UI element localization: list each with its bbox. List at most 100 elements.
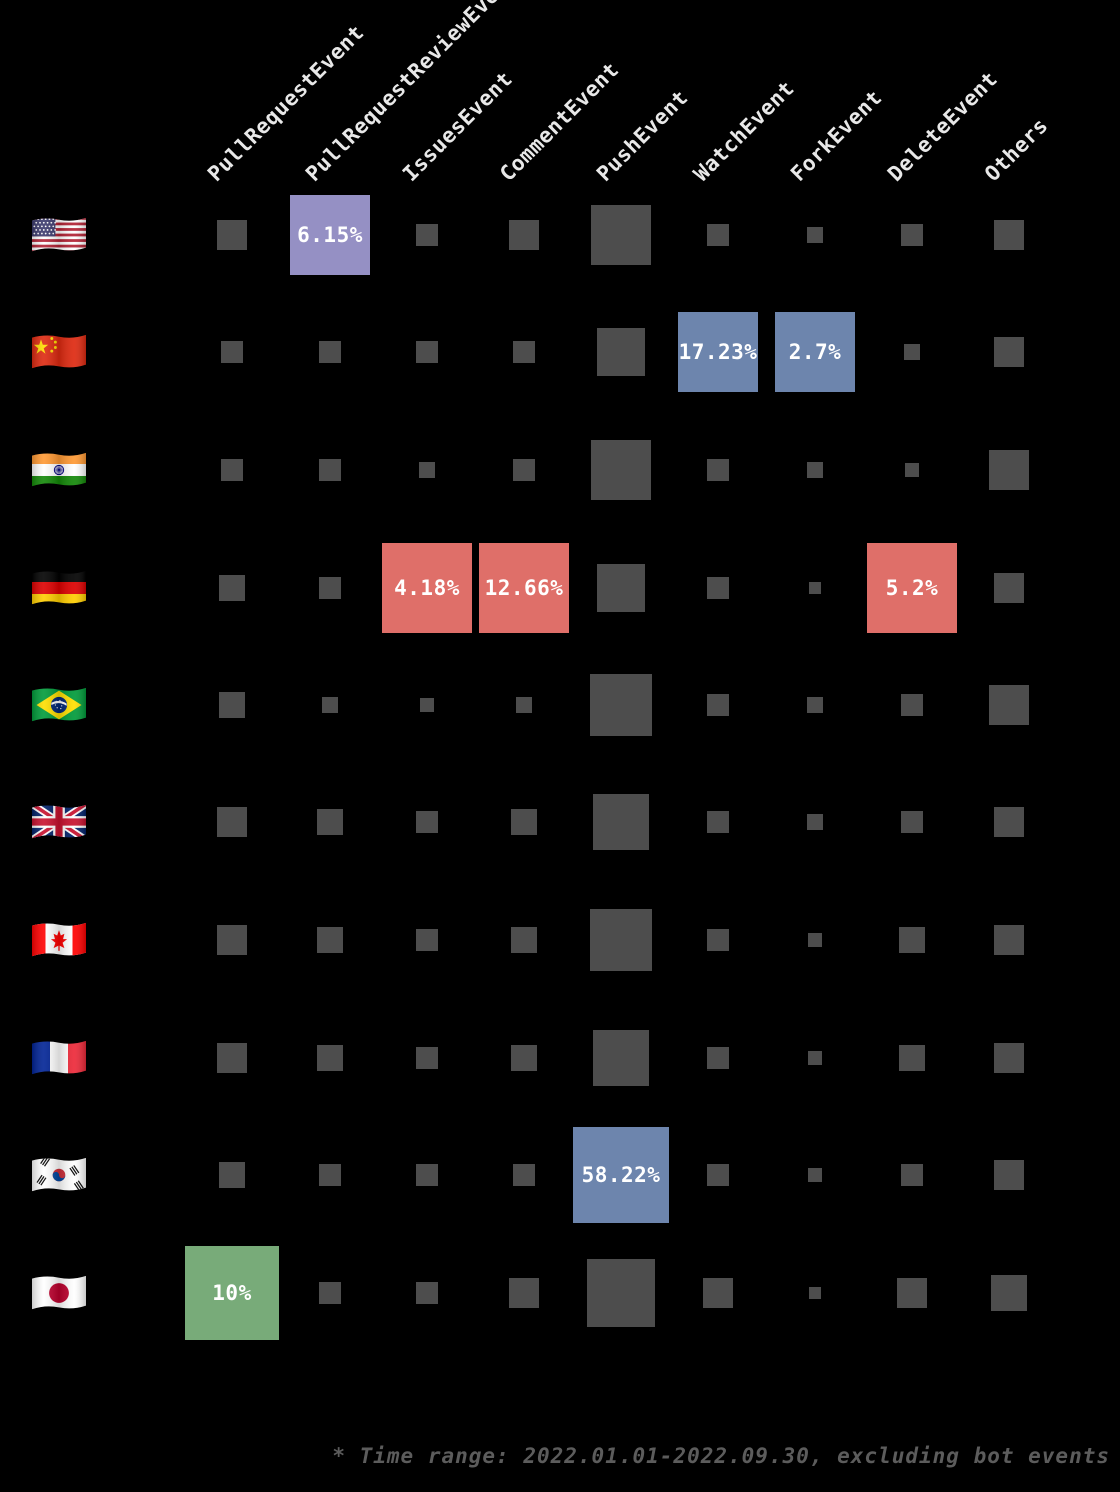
heatmap-cell[interactable] — [707, 694, 729, 716]
heatmap-cell[interactable] — [807, 227, 823, 243]
heatmap-cell[interactable] — [707, 929, 729, 951]
heatmap-cell[interactable] — [707, 811, 729, 833]
heatmap-cell[interactable] — [513, 459, 535, 481]
heatmap-cell[interactable] — [994, 573, 1024, 603]
row-flag-us — [28, 204, 90, 266]
heatmap-cell[interactable] — [897, 1278, 927, 1308]
heatmap-cell[interactable] — [416, 929, 438, 951]
heatmap-cell[interactable] — [590, 674, 652, 736]
row-flag-kr — [28, 1144, 90, 1206]
heatmap-cell[interactable] — [809, 1287, 821, 1299]
heatmap-cell[interactable] — [416, 341, 438, 363]
heatmap-cell[interactable] — [509, 1278, 539, 1308]
heatmap-cell[interactable] — [994, 807, 1024, 837]
heatmap-cell-highlight[interactable]: 6.15% — [290, 195, 370, 275]
heatmap-cell[interactable] — [317, 1045, 343, 1071]
heatmap-cell[interactable] — [513, 1164, 535, 1186]
heatmap-cell[interactable] — [416, 1282, 438, 1304]
heatmap-cell[interactable] — [513, 341, 535, 363]
heatmap-cell[interactable] — [590, 909, 652, 971]
heatmap-cell[interactable] — [591, 440, 651, 500]
heatmap-cell[interactable] — [989, 450, 1029, 490]
heatmap-cell[interactable] — [707, 224, 729, 246]
heatmap-cell[interactable] — [703, 1278, 733, 1308]
heatmap-cell-value: 12.66% — [484, 576, 564, 600]
heatmap-cell[interactable] — [319, 341, 341, 363]
heatmap-cell[interactable] — [591, 205, 651, 265]
heatmap-cell[interactable] — [899, 927, 925, 953]
heatmap-cell[interactable] — [416, 1164, 438, 1186]
heatmap-cell[interactable] — [989, 685, 1029, 725]
heatmap-cell[interactable] — [808, 1051, 822, 1065]
heatmap-cell[interactable] — [587, 1259, 655, 1327]
heatmap-cell[interactable] — [994, 1043, 1024, 1073]
heatmap-cell[interactable] — [707, 1164, 729, 1186]
heatmap-cell[interactable] — [707, 577, 729, 599]
heatmap-cell[interactable] — [597, 328, 645, 376]
heatmap-cell[interactable] — [317, 927, 343, 953]
heatmap-cell[interactable] — [994, 925, 1024, 955]
heatmap-cell-highlight[interactable]: 5.2% — [867, 543, 957, 633]
heatmap-cell[interactable] — [807, 462, 823, 478]
heatmap-cell[interactable] — [901, 811, 923, 833]
heatmap-cell[interactable] — [416, 224, 438, 246]
heatmap-cell[interactable] — [509, 220, 539, 250]
heatmap-cell[interactable] — [219, 575, 245, 601]
heatmap-cell[interactable] — [221, 341, 243, 363]
heatmap-cell[interactable] — [707, 459, 729, 481]
heatmap-cell[interactable] — [217, 220, 247, 250]
heatmap-cell-highlight[interactable]: 10% — [185, 1246, 279, 1340]
heatmap-cell-highlight[interactable]: 4.18% — [382, 543, 472, 633]
heatmap-cell-highlight[interactable]: 2.7% — [775, 312, 855, 392]
heatmap-cell[interactable] — [217, 925, 247, 955]
heatmap-cell[interactable] — [904, 344, 920, 360]
heatmap-cell[interactable] — [994, 337, 1024, 367]
heatmap-cell-highlight[interactable]: 17.23% — [678, 312, 758, 392]
heatmap-cell[interactable] — [808, 1168, 822, 1182]
heatmap-cell[interactable] — [317, 809, 343, 835]
column-header-others: Others — [980, 113, 1053, 186]
heatmap-cell-highlight[interactable]: 58.22% — [573, 1127, 669, 1223]
heatmap-cell[interactable] — [807, 814, 823, 830]
heatmap-cell[interactable] — [994, 220, 1024, 250]
heatmap-cell[interactable] — [319, 459, 341, 481]
heatmap-cell[interactable] — [905, 463, 919, 477]
heatmap-cell[interactable] — [809, 582, 821, 594]
heatmap-cell[interactable] — [901, 694, 923, 716]
heatmap-cell[interactable] — [511, 1045, 537, 1071]
heatmap-cell[interactable] — [899, 1045, 925, 1071]
heatmap-cell[interactable] — [416, 1047, 438, 1069]
heatmap-cell[interactable] — [322, 697, 338, 713]
heatmap-cell[interactable] — [219, 1162, 245, 1188]
heatmap-cell[interactable] — [593, 794, 649, 850]
heatmap-cell-value: 5.2% — [885, 576, 939, 600]
heatmap-cell[interactable] — [217, 807, 247, 837]
heatmap-cell[interactable] — [319, 1164, 341, 1186]
heatmap-cell[interactable] — [994, 1160, 1024, 1190]
heatmap-cell[interactable] — [221, 459, 243, 481]
heatmap-cell[interactable] — [991, 1275, 1027, 1311]
heatmap-cell[interactable] — [808, 933, 822, 947]
heatmap-cell[interactable] — [707, 1047, 729, 1069]
heatmap-cell[interactable] — [319, 1282, 341, 1304]
footnote-time-range: * Time range: 2022.01.01-2022.09.30, exc… — [332, 1444, 1110, 1468]
heatmap-cell[interactable] — [807, 697, 823, 713]
heatmap-cell[interactable] — [319, 577, 341, 599]
heatmap-cell-highlight[interactable]: 12.66% — [479, 543, 569, 633]
heatmap-cell[interactable] — [901, 1164, 923, 1186]
heatmap-cell[interactable] — [511, 927, 537, 953]
heatmap-cell[interactable] — [516, 697, 532, 713]
heatmap-cell-value: 58.22% — [581, 1163, 661, 1187]
row-flag-in — [28, 439, 90, 501]
heatmap-cell[interactable] — [419, 462, 435, 478]
heatmap-cell[interactable] — [219, 692, 245, 718]
heatmap-cell[interactable] — [217, 1043, 247, 1073]
heatmap-cell[interactable] — [593, 1030, 649, 1086]
heatmap-cell-value: 2.7% — [788, 340, 842, 364]
heatmap-cell[interactable] — [511, 809, 537, 835]
heatmap-cell[interactable] — [901, 224, 923, 246]
column-header-pushevent: PushEvent — [592, 85, 693, 186]
heatmap-cell[interactable] — [420, 698, 434, 712]
heatmap-cell[interactable] — [597, 564, 645, 612]
heatmap-cell[interactable] — [416, 811, 438, 833]
